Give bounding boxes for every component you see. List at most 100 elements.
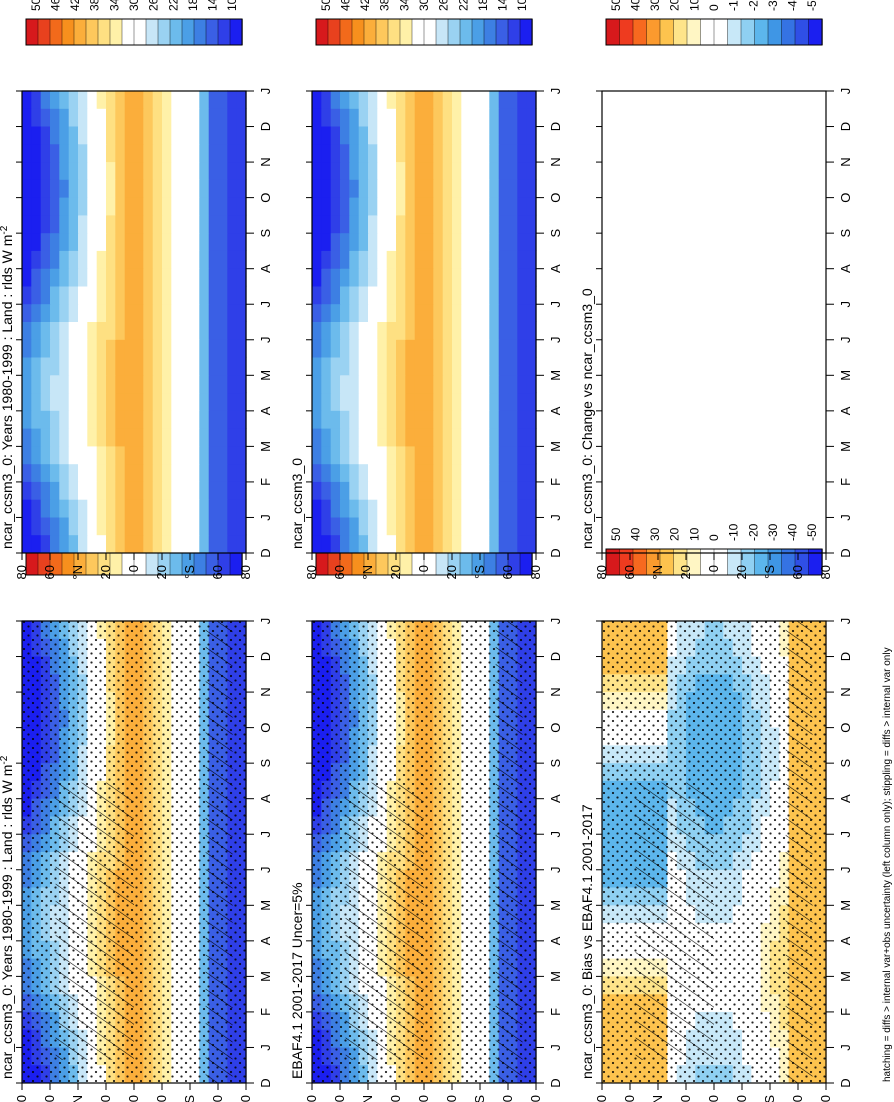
field-cell [199,357,209,375]
field-cell [171,90,181,108]
field-cell [125,304,135,322]
field-cell [443,304,453,322]
field-cell [415,535,425,553]
field-cell [125,410,135,428]
field-cell [461,108,471,126]
field-cell [78,144,88,162]
field-cell [517,215,527,233]
field-cell [433,357,443,375]
field-cell [31,464,41,482]
field-cell [359,161,369,179]
field-cell [209,428,219,446]
field-cell [480,250,490,268]
field-cell [22,446,32,464]
field-cell [396,108,406,126]
field-cell [162,161,172,179]
field-cell [349,126,359,144]
field-cell [227,428,237,446]
field-plot [312,90,537,553]
field-cell [134,535,144,553]
field-cell [153,144,163,162]
field-cell [433,375,443,393]
field-cell [359,179,369,197]
field-cell [50,357,60,375]
field-cell [517,321,527,339]
field-cell [527,215,537,233]
field-cell [312,446,322,464]
field-cell [143,144,153,162]
x-tick-label: D [548,1078,563,1087]
field-cell [387,108,397,126]
field-cell [115,517,125,535]
field-cell [50,161,60,179]
field-cell [433,464,443,482]
field-cell [209,517,219,535]
field-cell [452,339,462,357]
colorbar-label: 10 [687,527,701,541]
field-cell [78,126,88,144]
field-cell [424,126,434,144]
field-cell [461,410,471,428]
field-cell [69,108,79,126]
field-cell [218,90,228,108]
field-cell [125,215,135,233]
x-tick-label: J [548,618,563,625]
colorbar-label: 180 [186,0,200,11]
field-cell [471,304,481,322]
colorbar-swatch [98,19,111,45]
x-tick-label: J [838,337,853,344]
field-cell [209,339,219,357]
field-cell [143,126,153,144]
field-cell [424,179,434,197]
field-cell [415,481,425,499]
field-cell [162,108,172,126]
field-cell [78,215,88,233]
field-cell [181,410,191,428]
field-cell [359,410,369,428]
x-tick-label: N [838,687,853,696]
field-cell [31,268,41,286]
field-cell [190,428,200,446]
x-tick-label: J [548,831,563,838]
field-cell [69,197,79,215]
field-cell [387,357,397,375]
field-cell [349,215,359,233]
field-cell [368,268,378,286]
field-cell [489,499,499,517]
field-cell [321,535,331,553]
field-cell [368,428,378,446]
field-cell [508,375,518,393]
field-cell [499,357,509,375]
field-cell [433,481,443,499]
field-cell [527,161,537,179]
field-cell [359,375,369,393]
field-cell [471,392,481,410]
field-cell [368,144,378,162]
field-cell [162,179,172,197]
x-tick-label: J [838,514,853,521]
field-cell [153,446,163,464]
field-plot [602,620,827,1083]
field-cell [162,428,172,446]
field-cell [190,517,200,535]
field-cell [377,304,387,322]
field-cell [50,179,60,197]
field-cell [508,233,518,251]
field-cell [415,321,425,339]
field-cell [87,304,97,322]
field-cell [340,392,350,410]
field-cell [31,215,41,233]
field-cell [321,233,331,251]
field-cell [199,215,209,233]
x-tick-label: M [258,370,273,381]
field-cell [97,535,107,553]
field-cell [78,481,88,499]
field-cell [237,215,247,233]
colorbar-swatch [206,19,219,45]
field-cell [331,144,341,162]
field-cell [134,446,144,464]
field-cell [377,144,387,162]
field-cell [218,197,228,215]
field-cell [424,410,434,428]
field-cell [153,339,163,357]
